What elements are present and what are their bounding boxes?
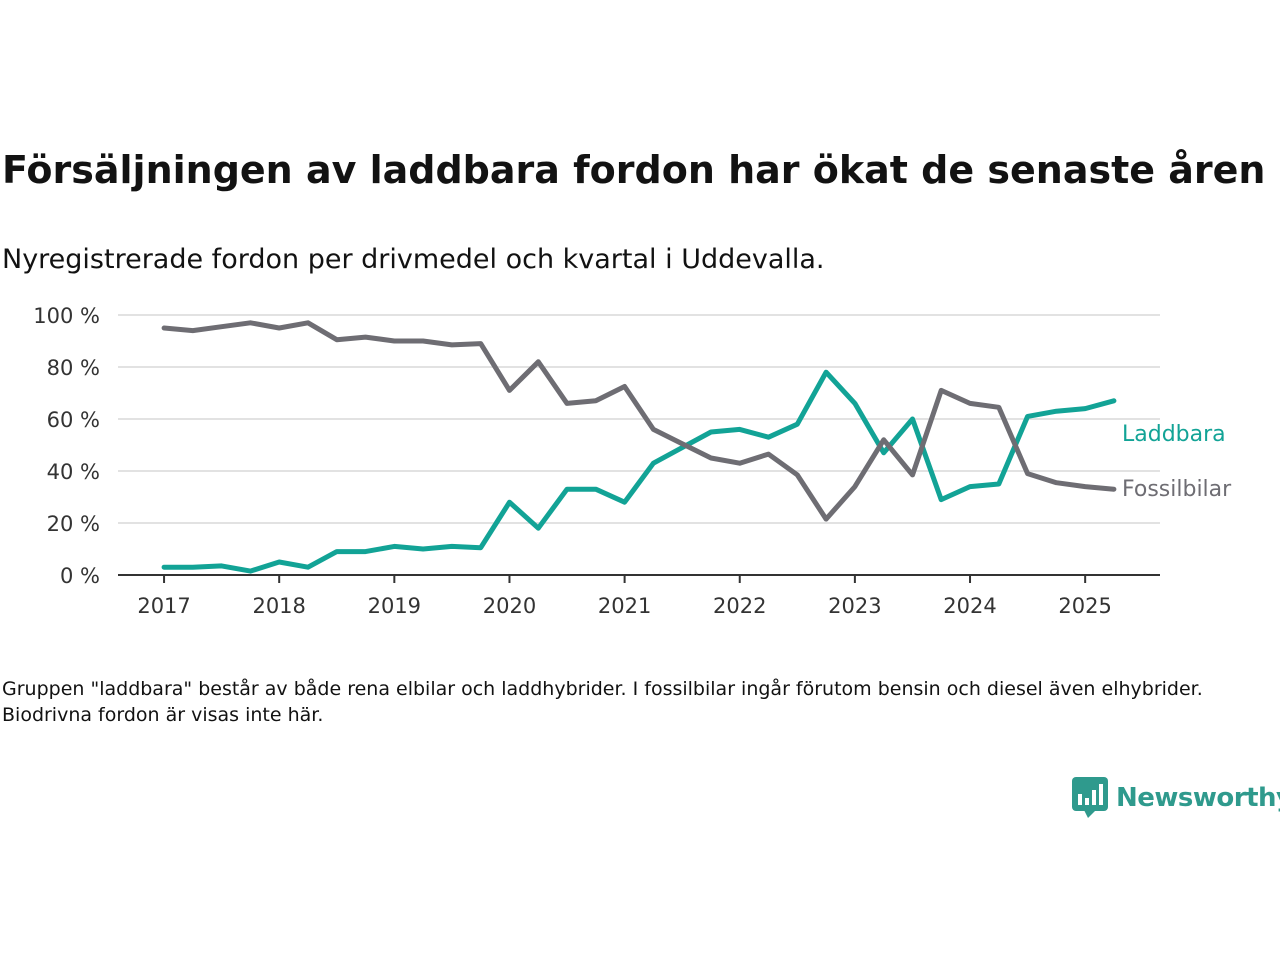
chart-subtitle: Nyregistrerade fordon per drivmedel och …: [2, 244, 825, 275]
footnote: Gruppen "laddbara" består av både rena e…: [2, 678, 1203, 726]
x-tick-label: 2021: [598, 594, 651, 618]
x-tick-label: 2025: [1058, 594, 1111, 618]
y-tick-label: 60 %: [47, 408, 100, 432]
x-tick-label: 2020: [483, 594, 536, 618]
series-labels: Laddbara Fossilbilar: [1122, 422, 1232, 502]
y-axis: 0 % 20 % 40 % 60 % 80 % 100 %: [33, 304, 100, 588]
bar-chart-speech-icon: [1072, 777, 1108, 818]
series-label-laddbara: Laddbara: [1122, 422, 1226, 447]
series-line-laddbara: [161, 369, 1117, 574]
x-tick-label: 2023: [828, 594, 881, 618]
y-tick-label: 100 %: [33, 304, 100, 328]
x-tick-label: 2018: [252, 594, 305, 618]
chart-title: Försäljningen av laddbara fordon har öka…: [2, 148, 1266, 192]
newsworthy-logo[interactable]: Newsworthy: [1072, 776, 1280, 820]
y-tick-label: 80 %: [47, 356, 100, 380]
series-lines: [161, 320, 1117, 574]
y-tick-label: 20 %: [47, 512, 100, 536]
series-label-fossilbilar: Fossilbilar: [1122, 477, 1232, 502]
x-tick-label: 2017: [137, 594, 190, 618]
x-axis: 2017 2018 2019 2020 2021 2022 2023 2024 2025: [118, 574, 1160, 618]
brand-name: Newsworthy: [1116, 783, 1280, 813]
x-tick-label: 2024: [943, 594, 996, 618]
y-tick-label: 40 %: [47, 460, 100, 484]
gridlines: [118, 314, 1160, 524]
series-line-fossilbilar: [161, 320, 1117, 522]
x-tick-label: 2022: [713, 594, 766, 618]
x-tick-label: 2019: [368, 594, 421, 618]
y-tick-label: 0 %: [60, 564, 100, 588]
